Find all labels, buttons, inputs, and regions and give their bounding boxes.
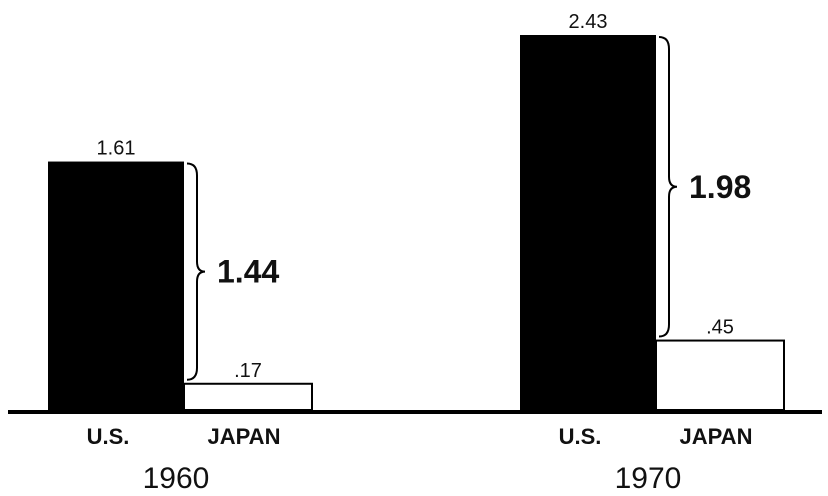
value-label-japan-1960: .17 — [234, 360, 262, 382]
bar-japan-1970 — [655, 339, 785, 411]
group-label-1970: 1970 — [615, 462, 682, 495]
bar-us-1970 — [520, 35, 656, 410]
bar-japan-1960 — [183, 382, 313, 412]
category-label-us-1960: U.S. — [87, 424, 130, 449]
bar-us-1960 — [48, 161, 184, 410]
difference-label-1960: 1.44 — [217, 254, 279, 290]
category-label-us-1970: U.S. — [559, 424, 602, 449]
category-label-japan-1960: JAPAN — [208, 424, 281, 449]
difference-label-1970: 1.98 — [689, 169, 751, 205]
difference-brace-1960 — [186, 162, 206, 381]
category-label-japan-1970: JAPAN — [680, 424, 753, 449]
value-label-us-1970: 2.43 — [569, 11, 608, 33]
value-label-us-1960: 1.61 — [97, 138, 136, 160]
group-label-1960: 1960 — [143, 462, 210, 495]
value-label-japan-1970: .45 — [706, 317, 734, 339]
difference-brace-1970 — [658, 36, 678, 338]
